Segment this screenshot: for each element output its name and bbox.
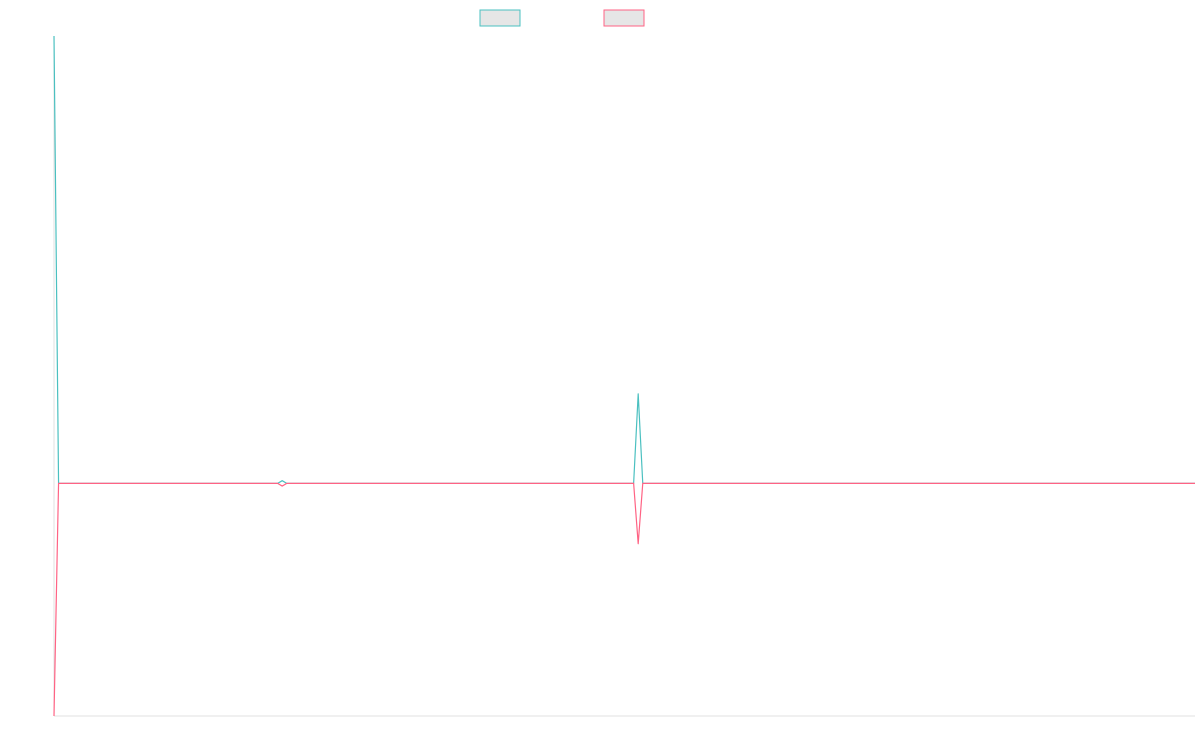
axes [53, 36, 1195, 717]
series-line-1 [53, 35, 1195, 484]
legend [479, 9, 645, 27]
series-layer [53, 35, 1195, 717]
legend-swatch-2[interactable] [603, 9, 645, 27]
series-line-2 [53, 482, 1195, 717]
legend-swatch-1[interactable] [479, 9, 521, 27]
